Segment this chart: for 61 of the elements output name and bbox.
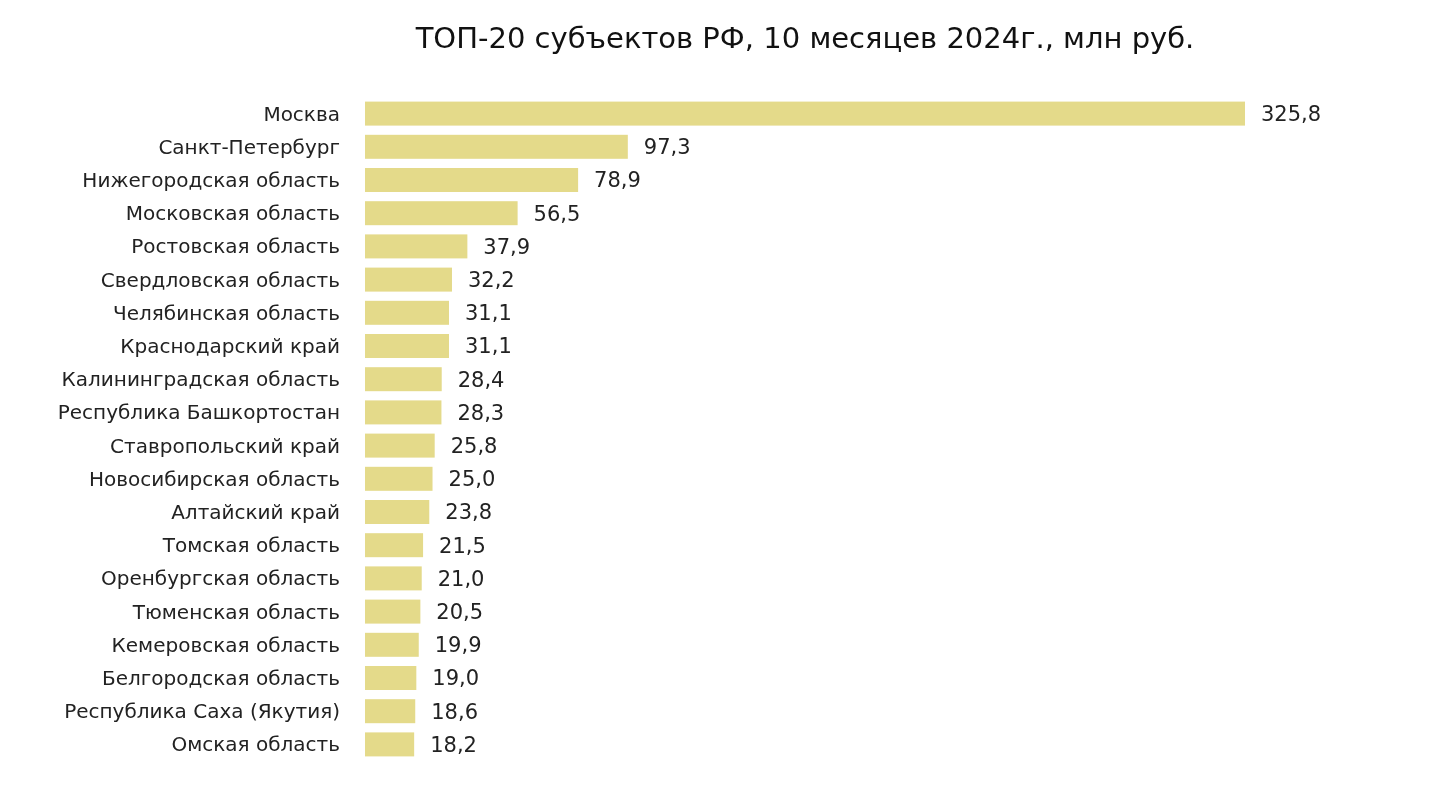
bar xyxy=(365,566,422,591)
bar xyxy=(365,732,415,757)
data-label: 56,5 xyxy=(533,201,581,226)
data-label: 21,0 xyxy=(437,566,485,591)
y-tick-label: Ставропольский край xyxy=(110,433,340,458)
bar xyxy=(365,101,1245,126)
bar xyxy=(365,599,421,624)
y-tick-label: Оренбургская область xyxy=(101,566,340,591)
data-label: 37,9 xyxy=(483,234,531,259)
y-tick-label: Челябинская область xyxy=(112,300,340,325)
data-label: 325,8 xyxy=(1261,101,1322,126)
data-label: 78,9 xyxy=(594,168,641,193)
bar xyxy=(365,234,468,259)
bar xyxy=(365,134,628,159)
data-label: 25,0 xyxy=(448,467,496,492)
bar xyxy=(365,500,430,524)
data-label: 19,9 xyxy=(434,633,482,658)
bar xyxy=(365,632,419,657)
data-label: 18,6 xyxy=(431,699,479,724)
y-tick-label: Санкт-Петербург xyxy=(158,134,340,159)
data-label: 28,3 xyxy=(457,400,505,425)
data-label: 32,2 xyxy=(467,267,515,292)
y-tick-label: Ростовская область xyxy=(131,234,340,259)
chart-title: ТОП-20 субъектов РФ, 10 месяцев 2024г., млн руб. xyxy=(414,21,1195,55)
y-tick-label: Нижегородская область xyxy=(82,168,340,192)
y-tick-label: Тюменская область xyxy=(131,599,340,624)
y-tick-label: Республика Саха (Якутия) xyxy=(64,699,340,724)
bar xyxy=(365,433,435,458)
bar xyxy=(365,533,424,558)
y-tick-label: Новосибирская область xyxy=(88,466,340,491)
bar xyxy=(365,201,518,226)
y-tick-label: Республика Башкортостан xyxy=(57,400,340,425)
y-tick-label: Калининградская область xyxy=(61,367,340,392)
bar xyxy=(365,168,579,192)
y-tick-label: Томская область xyxy=(161,533,340,558)
bar xyxy=(365,367,442,392)
data-label: 25,8 xyxy=(450,433,498,458)
y-tick-label: Москва xyxy=(263,101,340,126)
bar xyxy=(365,300,449,325)
bar xyxy=(365,466,433,491)
bar xyxy=(365,267,452,292)
bar xyxy=(365,334,449,358)
y-tick-label: Кемеровская область xyxy=(111,632,340,657)
data-label: 18,2 xyxy=(430,732,477,757)
bar xyxy=(365,400,442,425)
data-label: 19,0 xyxy=(432,666,480,691)
y-tick-label: Белгородская область xyxy=(101,666,340,690)
data-label: 23,8 xyxy=(445,500,493,525)
y-tick-label: Московская область xyxy=(125,201,340,226)
data-label: 97,3 xyxy=(643,135,691,160)
data-label: 21,5 xyxy=(439,533,486,558)
data-label: 28,4 xyxy=(457,367,505,392)
data-label: 31,1 xyxy=(465,334,512,359)
y-tick-label: Омская область xyxy=(171,732,340,757)
data-label: 20,5 xyxy=(436,599,484,624)
bar xyxy=(365,666,417,690)
y-tick-label: Алтайский край xyxy=(171,500,340,524)
bar xyxy=(365,699,416,724)
y-tick-label: Свердловская область xyxy=(100,267,340,292)
y-tick-label: Краснодарский край xyxy=(120,334,340,358)
data-label: 31,1 xyxy=(465,301,512,326)
